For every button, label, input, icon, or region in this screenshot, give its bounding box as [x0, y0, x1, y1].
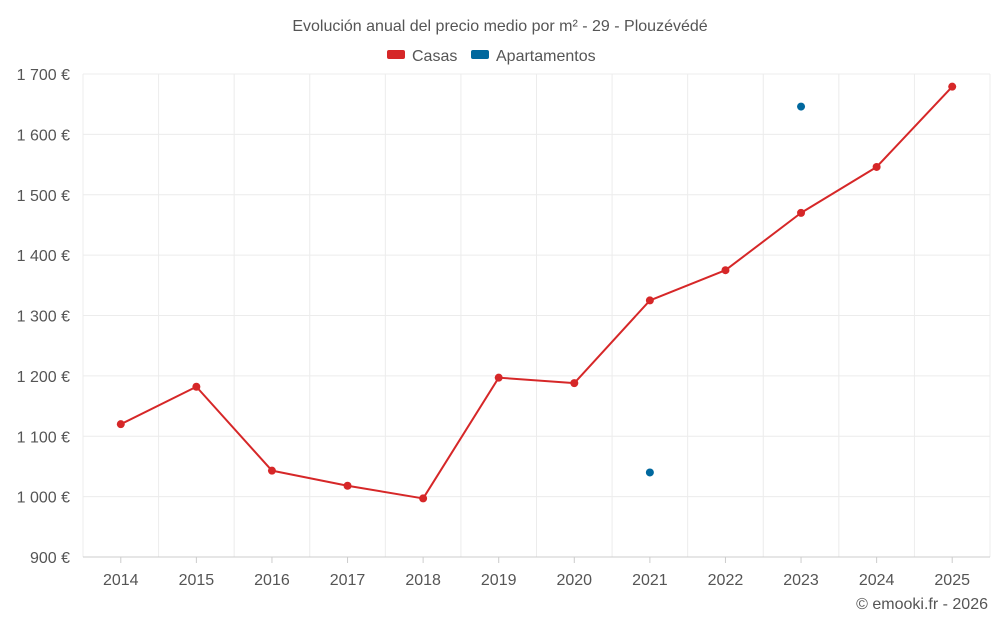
- legend-item-casas[interactable]: Casas: [387, 48, 457, 65]
- x-tick-label: 2014: [103, 572, 139, 589]
- legend-label-casas: Casas: [412, 48, 457, 65]
- x-tick-label: 2021: [632, 572, 668, 589]
- data-point-casas[interactable]: [797, 208, 806, 217]
- y-tick-label: 1 300 €: [17, 309, 70, 326]
- y-tick-label: 1 200 €: [17, 369, 70, 386]
- grid: [82, 73, 991, 558]
- data-point-casas[interactable]: [570, 379, 579, 388]
- data-point-casas[interactable]: [494, 373, 503, 382]
- legend: Casas Apartamentos: [387, 48, 596, 65]
- data-point-casas[interactable]: [872, 162, 881, 171]
- plot-area: [116, 82, 957, 503]
- axes: 900 € 1 000 € 1 100 € 1 200 € 1 300 € 1 400 €…: [17, 67, 990, 589]
- series-line-casas: [120, 85, 953, 500]
- x-tick-label: 2018: [405, 572, 441, 589]
- y-tick-label: 1 500 €: [17, 188, 70, 205]
- legend-swatch-apartamentos: [471, 50, 489, 59]
- x-tick-label: 2023: [783, 572, 819, 589]
- x-tick-label: 2022: [708, 572, 744, 589]
- data-point-casas[interactable]: [267, 466, 276, 475]
- series-apartamentos: [645, 102, 806, 477]
- y-tick-label: 1 100 €: [17, 429, 70, 446]
- x-tick-label: 2016: [254, 572, 290, 589]
- x-tick-label: 2015: [179, 572, 215, 589]
- data-point-apartamentos[interactable]: [797, 102, 806, 111]
- x-tick-label: 2019: [481, 572, 517, 589]
- legend-swatch-casas: [387, 50, 405, 59]
- credit-text: © emooki.fr - 2026: [856, 596, 988, 613]
- data-point-casas[interactable]: [721, 266, 730, 275]
- legend-item-apartamentos[interactable]: Apartamentos: [471, 48, 596, 65]
- y-tick-label: 900 €: [30, 550, 70, 567]
- x-tick-label: 2017: [330, 572, 366, 589]
- x-tick-label: 2024: [859, 572, 895, 589]
- chart-title: Evolución anual del precio medio por m² …: [292, 18, 707, 35]
- series-casas: [116, 82, 957, 503]
- y-tick-label: 1 700 €: [17, 67, 70, 84]
- data-point-casas[interactable]: [948, 82, 957, 91]
- data-point-casas[interactable]: [343, 481, 352, 490]
- x-tick-label: 2020: [556, 572, 592, 589]
- y-tick-label: 1 000 €: [17, 490, 70, 507]
- x-tick-label: 2025: [934, 572, 970, 589]
- data-point-casas[interactable]: [192, 382, 201, 391]
- data-point-apartamentos[interactable]: [645, 468, 654, 477]
- y-tick-label: 1 400 €: [17, 248, 70, 265]
- data-point-casas[interactable]: [116, 420, 125, 429]
- legend-label-apartamentos: Apartamentos: [496, 48, 596, 65]
- y-tick-label: 1 600 €: [17, 127, 70, 144]
- data-point-casas[interactable]: [645, 296, 654, 305]
- data-point-casas[interactable]: [419, 494, 428, 503]
